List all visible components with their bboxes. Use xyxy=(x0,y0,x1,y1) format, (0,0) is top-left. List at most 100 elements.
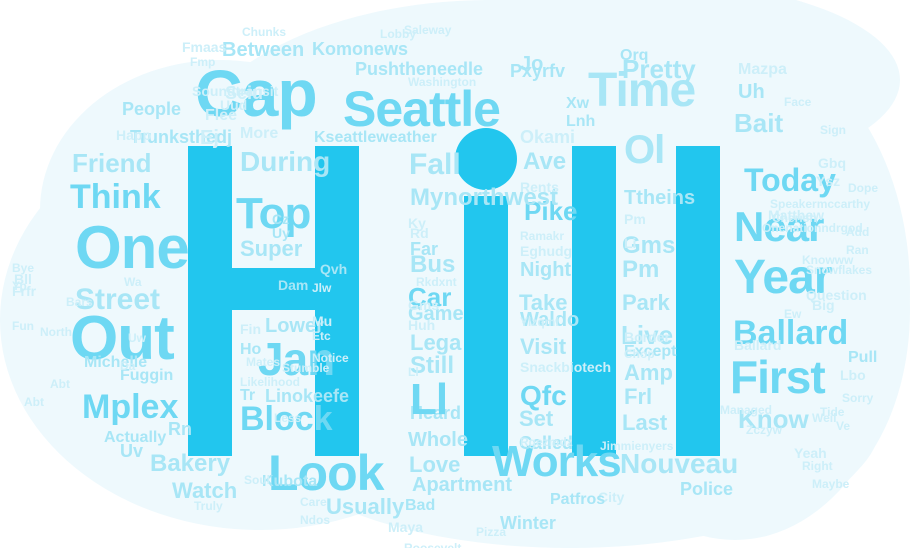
cloud-word: Ran xyxy=(846,243,869,257)
cloud-word: Still xyxy=(410,352,455,379)
cloud-word: Flee xyxy=(205,107,238,124)
cloud-word: Pull xyxy=(848,349,878,366)
cloud-word: People xyxy=(122,99,182,119)
cloud-word: During xyxy=(240,146,331,177)
cloud-word: Ramakr xyxy=(520,229,565,243)
cloud-word: Ll xyxy=(408,365,419,379)
cloud-word: Look xyxy=(268,445,384,501)
cloud-word: Uv xyxy=(120,441,144,461)
cloud-word: Ho xyxy=(240,341,262,358)
cloud-word: Yp xyxy=(12,279,27,293)
cloud-word: Cap xyxy=(195,56,318,130)
cloud-word: Ttheins xyxy=(624,187,696,209)
cloud-word: Matthew xyxy=(768,207,824,223)
hero-word-stroke xyxy=(188,268,359,310)
cloud-word: Qfc xyxy=(520,380,567,411)
cloud-word: Xw xyxy=(566,95,590,112)
cloud-word: Stumble xyxy=(282,361,330,375)
cloud-word: Park xyxy=(622,290,670,315)
cloud-word: Seiu xyxy=(225,83,264,103)
cloud-word: Qvh xyxy=(320,261,348,277)
cloud-word: Right xyxy=(802,459,833,473)
cloud-word: Night xyxy=(520,259,572,281)
cloud-word: Ave xyxy=(523,148,567,175)
cloud-word: Actually xyxy=(104,429,167,446)
cloud-word: Question xyxy=(806,287,867,303)
cloud-word: Soul xyxy=(244,473,270,487)
cloud-word: Add xyxy=(846,225,870,239)
cloud-word: Bars xyxy=(66,295,93,309)
cloud-word: Winter xyxy=(500,513,556,533)
cloud-word: Rd xyxy=(410,225,429,241)
cloud-word: Happ xyxy=(116,127,151,143)
cloud-word: Pm xyxy=(622,256,660,283)
cloud-word: Tr xyxy=(240,387,256,404)
cloud-word: Know xyxy=(738,404,809,434)
cloud-word: Cz xyxy=(272,211,290,227)
cloud-word: Pushtheneedle xyxy=(355,59,484,79)
cloud-word: Jlw xyxy=(312,281,332,295)
cloud-word: Uw xyxy=(128,331,146,345)
cloud-word: Ej xyxy=(200,127,219,149)
cloud-word: Waldo xyxy=(520,309,580,331)
cloud-word: Ll xyxy=(410,375,448,424)
cloud-word: Seattle xyxy=(343,81,501,137)
cloud-word: Onenationndrgod xyxy=(762,221,863,235)
cloud-word: Kseattleweather xyxy=(314,129,437,146)
cloud-word: Ndos xyxy=(300,513,330,527)
cloud-word: Roosevelt xyxy=(404,541,462,548)
cloud-word: Love xyxy=(409,452,461,477)
cloud-word: Wa xyxy=(124,275,142,289)
cloud-word: Rkdxnt xyxy=(416,275,457,289)
cloud-word: Super xyxy=(240,236,303,261)
cloud-word: Lnh xyxy=(566,113,596,130)
cloud-word: Ky xyxy=(408,215,426,231)
cloud-word: Border xyxy=(624,329,670,345)
cloud-word: Ballard xyxy=(733,314,849,352)
cloud-word: Zczyw xyxy=(746,423,783,437)
cloud-word: Likelihood xyxy=(240,375,300,389)
cloud-word: Street xyxy=(75,283,161,316)
cloud-word: Mates xyxy=(246,355,281,369)
cloud-word: Last xyxy=(622,410,668,435)
cloud-word: Today xyxy=(744,162,836,198)
cloud-word: Top xyxy=(236,189,311,238)
cloud-word: Police xyxy=(680,479,734,499)
cloud-word: City xyxy=(598,489,625,505)
cloud-word: Out xyxy=(70,304,175,373)
cloud-word: Heard xyxy=(410,403,462,423)
hero-word: Hill xyxy=(190,150,206,160)
cloud-word: Soundtransit xyxy=(192,83,279,99)
cloud-word: More xyxy=(240,125,279,142)
cloud-word: Lower xyxy=(265,315,324,337)
cloud-word: Dam xyxy=(278,277,309,293)
cloud-word: Speakermccarthy xyxy=(770,197,871,211)
cloud-word: Amp xyxy=(624,360,673,385)
cloud-word: Abt xyxy=(50,377,70,391)
cloud-word: Eghudg xyxy=(520,243,573,259)
cloud-word: Set xyxy=(519,406,554,431)
cloud-word: Pxyrfv xyxy=(510,61,566,81)
cloud-word: Bait xyxy=(734,108,784,138)
hero-word-stroke xyxy=(676,146,720,456)
cloud-word: Maybe xyxy=(812,477,850,491)
cloud-word: Linokeefe xyxy=(265,386,350,406)
cloud-word: Mu xyxy=(312,313,333,329)
cloud-word: Yeah xyxy=(794,445,827,461)
cloud-word: Lega xyxy=(410,330,462,355)
cloud-word: Mynorthwest xyxy=(410,184,559,211)
cloud-word: Face xyxy=(784,95,812,109)
cloud-word: Whole xyxy=(408,429,468,451)
cloud-word: Game xyxy=(408,303,464,325)
cloud-word: Lbo xyxy=(840,367,866,383)
cloud-word: Ylzqml xyxy=(520,315,559,329)
cloud-word: Chop xyxy=(624,347,655,361)
cloud-word: Fuggin xyxy=(120,367,174,384)
cloud-word: Dope xyxy=(848,181,878,195)
cloud-word: Ballard xyxy=(734,337,782,353)
cloud-word: Pm xyxy=(624,211,646,227)
cloud-word: Car xyxy=(408,282,452,312)
cloud-word: Fun xyxy=(12,319,34,333)
cloud-word: Michelle xyxy=(84,354,148,371)
